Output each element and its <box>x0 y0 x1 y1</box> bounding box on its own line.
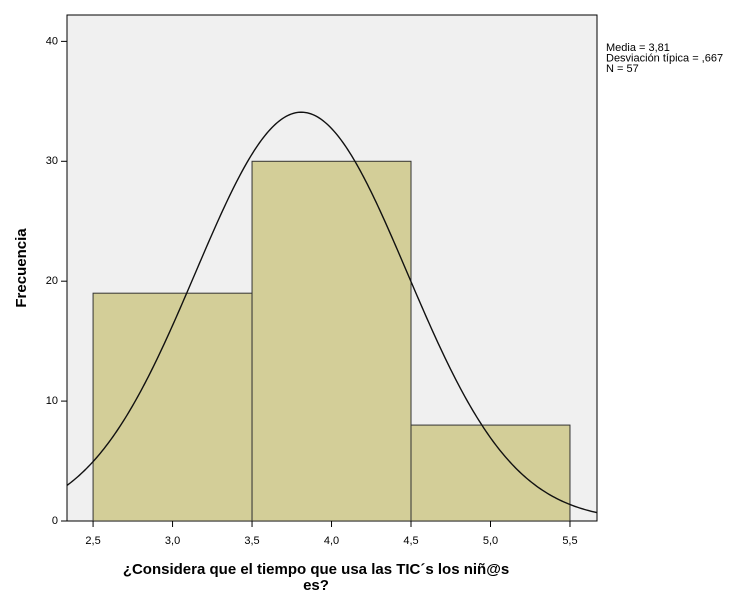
x-tick-label: 3,0 <box>165 535 180 547</box>
y-axis-label: Frecuencia <box>13 228 30 308</box>
bar <box>251 160 412 521</box>
annotation: N = 57 <box>606 63 639 75</box>
y-tick-label: 0 <box>52 515 58 527</box>
x-tick-label: 5,5 <box>562 535 577 547</box>
x-tick-label: 4,0 <box>324 535 339 547</box>
x-tick-label: 4,5 <box>403 535 418 547</box>
normal-curve <box>67 111 597 514</box>
bar <box>410 424 571 521</box>
y-tick-label: 40 <box>46 35 58 47</box>
y-tick-label: 20 <box>46 275 58 287</box>
annotation: Media = 3,81 <box>606 42 670 54</box>
x-tick-label: 3,5 <box>244 535 259 547</box>
y-tick-label: 10 <box>46 395 58 407</box>
bar <box>92 292 253 521</box>
marks <box>67 111 597 521</box>
x-tick-label: 2,5 <box>85 535 100 547</box>
x-axis-label: ¿Considera que el tiempo que usa las TIC… <box>122 561 510 594</box>
annotation: Desviación típica = ,667 <box>606 52 723 64</box>
y-tick-label: 30 <box>46 155 58 167</box>
x-tick-label: 5,0 <box>483 535 498 547</box>
